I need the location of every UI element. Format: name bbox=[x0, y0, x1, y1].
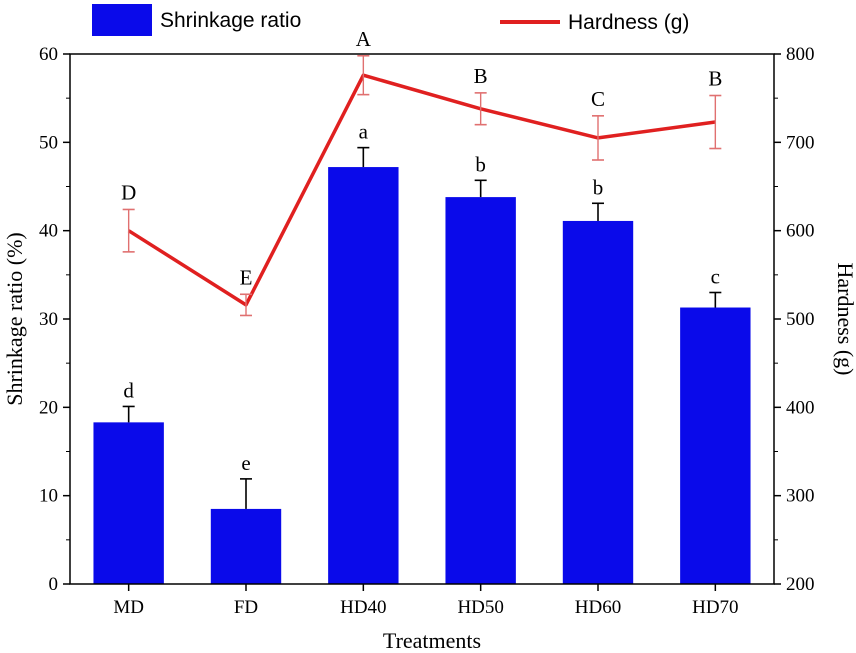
bar bbox=[680, 307, 751, 584]
bar-significance-label: e bbox=[241, 451, 250, 475]
x-axis-title: Treatments bbox=[383, 628, 481, 653]
legend: Shrinkage ratio Hardness (g) bbox=[92, 4, 689, 36]
y-tick-label-right: 200 bbox=[786, 574, 815, 595]
line-significance-label: C bbox=[591, 87, 605, 111]
y-tick-label-right: 600 bbox=[786, 221, 815, 242]
bar bbox=[93, 422, 164, 584]
y-tick-label-right: 500 bbox=[786, 309, 815, 330]
legend-label-shrinkage: Shrinkage ratio bbox=[160, 9, 301, 32]
y-tick-label-left: 50 bbox=[39, 132, 58, 153]
x-tick-label: FD bbox=[234, 597, 258, 618]
bar-significance-label: a bbox=[359, 120, 369, 144]
x-tick-label: HD60 bbox=[575, 597, 621, 618]
line-significance-label: D bbox=[121, 180, 136, 204]
plot-area: 0 10 20 30 40 50 60 200 300 400 500 600 700 800 d MD e FD… bbox=[39, 27, 815, 618]
y-tick-label-left: 20 bbox=[39, 397, 58, 418]
y-axis-title-left: Shrinkage ratio (%) bbox=[2, 232, 27, 406]
x-tick-label: HD70 bbox=[692, 597, 738, 618]
line-significance-label: E bbox=[240, 265, 253, 289]
y-tick-label-left: 10 bbox=[39, 486, 58, 507]
bar bbox=[562, 220, 634, 584]
y-tick-label-right: 700 bbox=[786, 132, 815, 153]
bar-significance-label: d bbox=[123, 378, 134, 402]
bar bbox=[210, 508, 282, 584]
x-tick-label: HD50 bbox=[457, 597, 503, 618]
x-tick-label: MD bbox=[113, 597, 144, 618]
bar-significance-label: b bbox=[475, 152, 486, 176]
bar-significance-label: b bbox=[593, 175, 604, 199]
x-tick-label: HD40 bbox=[340, 597, 386, 618]
y-tick-label-right: 300 bbox=[786, 486, 815, 507]
line-significance-label: B bbox=[474, 64, 488, 88]
y-tick-label-left: 30 bbox=[39, 309, 58, 330]
y-tick-label-right: 400 bbox=[786, 397, 815, 418]
hardness-line bbox=[127, 73, 716, 307]
bar bbox=[445, 197, 516, 584]
y-tick-label-left: 60 bbox=[39, 44, 58, 65]
legend-swatch-shrinkage bbox=[92, 4, 152, 36]
y-tick-label-right: 800 bbox=[786, 44, 815, 65]
y-tick-label-left: 40 bbox=[39, 221, 58, 242]
line-significance-label: A bbox=[356, 27, 372, 51]
bar bbox=[328, 167, 399, 585]
y-axis-title-right: Hardness (g) bbox=[833, 262, 856, 375]
plot-frame bbox=[69, 53, 775, 585]
bar-significance-label: c bbox=[711, 265, 720, 289]
y-tick-label-left: 0 bbox=[49, 574, 59, 595]
legend-label-hardness: Hardness (g) bbox=[568, 11, 689, 34]
line-significance-label: B bbox=[708, 67, 722, 91]
